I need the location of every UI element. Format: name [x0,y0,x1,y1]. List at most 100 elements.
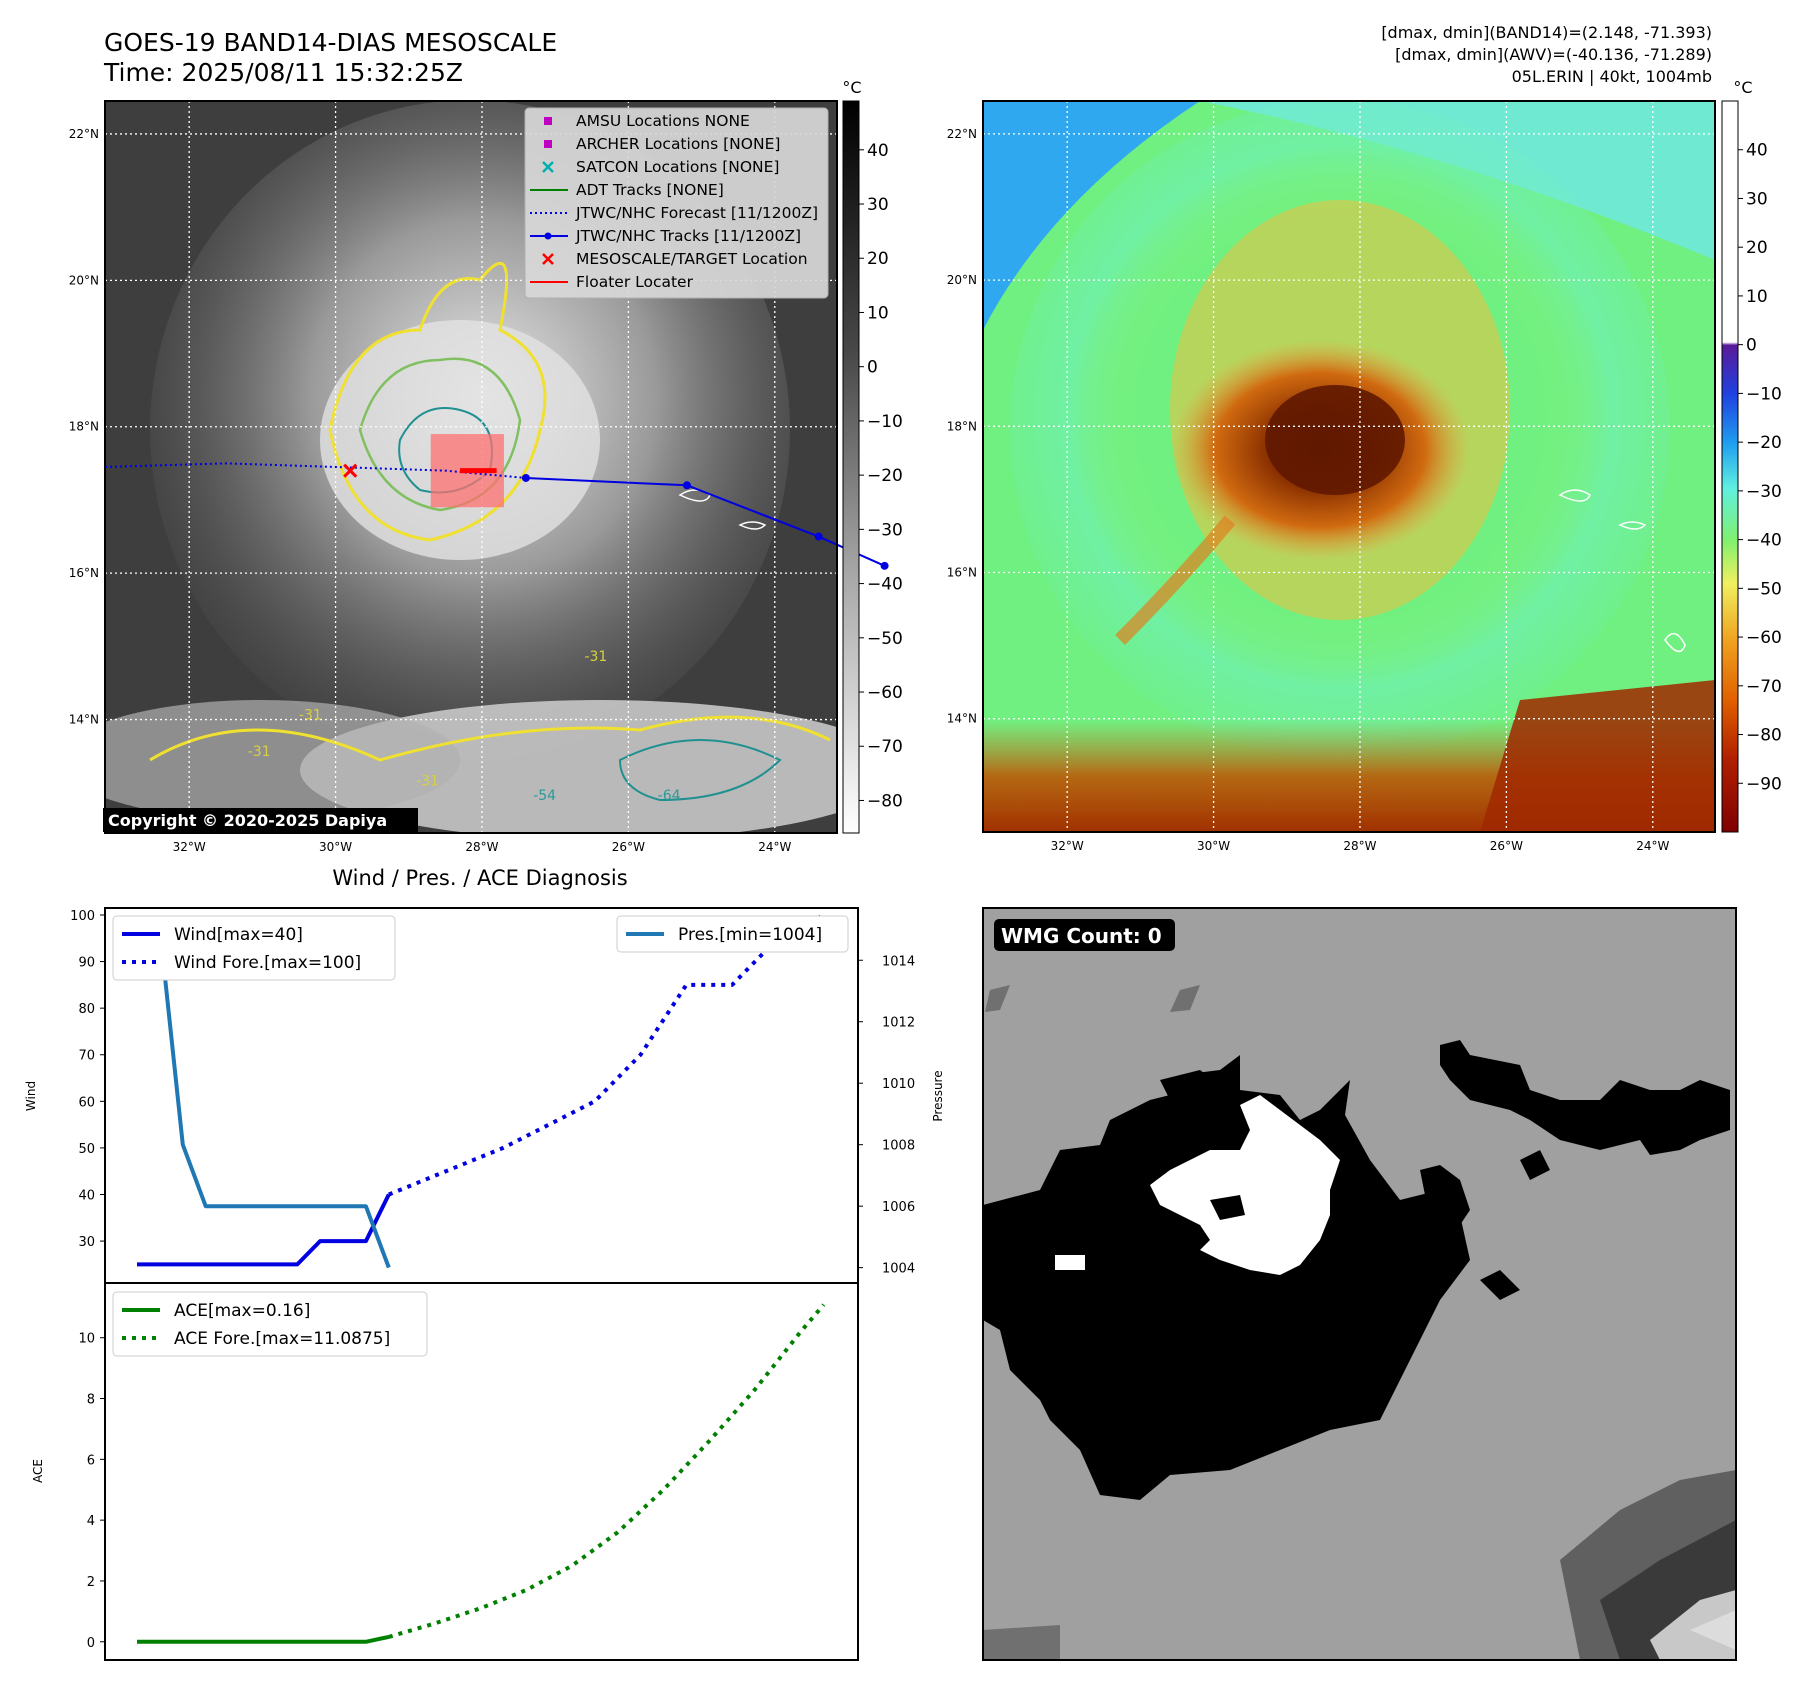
awv-gridlines [983,101,1715,832]
colorbar-tick-label: 0 [867,358,878,378]
legend-label: Floater Locater [576,273,694,291]
ace-legend: ACE[max=0.16] ACE Fore.[max=11.0875] [112,1291,428,1357]
stats-awv: [dmax, dmin](AWV)=(-40.136, -71.289) [1395,45,1712,64]
ir-lon-label: 32°W [173,840,206,854]
awv-lon-label: 28°W [1343,839,1376,853]
wmg-count-text: WMG Count: 0 [1001,924,1162,948]
series-line [388,1303,826,1639]
wind-yticks: 30 40 50 60 70 80 90 100 [70,909,105,1250]
ytick-label: 8 [87,1393,95,1408]
wind-pres-series [137,913,825,1269]
ytick-label: 4 [87,1514,95,1529]
awv-lat-label: 16°N [947,565,977,579]
ytick-label: 1004 [882,1262,915,1277]
colorbar-tick-label: −90 [1746,774,1782,794]
contour-label: -31 [299,708,322,724]
copyright-text: Copyright © 2020-2025 Dapiya [108,811,387,830]
legend-label: JTWC/NHC Tracks [11/1200Z] [575,227,801,245]
ytick-label: 1010 [882,1077,915,1092]
wind-axis-label: Wind [24,1081,38,1111]
band14-colorbar-ticks: 40 30 20 10 0 −10 −20 −30 −40 −50 −60 −70 −80 [859,141,903,811]
awv-colorbar [1721,100,1739,833]
awv-map-panel [983,101,1715,832]
colorbar-tick-label: 20 [1746,238,1768,258]
forecast-track [104,462,526,479]
ytick-label: 10 [78,1332,95,1347]
band14-colorbar-unit: °C [842,78,861,97]
colorbar-tick-label: 40 [1746,141,1768,161]
awv-lon-label: 24°W [1636,839,1669,853]
legend-label: ADT Tracks [NONE] [576,181,724,199]
legend-label: ACE Fore.[max=11.0875] [174,1329,390,1349]
ir-lat-label: 14°N [69,713,99,727]
awv-lat-label: 14°N [947,712,977,726]
band14-colorbar [842,100,860,834]
legend-symbol [544,232,552,240]
ace-yticks: 0 2 4 6 8 10 [78,1332,105,1651]
colorbar-tick-label: −20 [867,466,903,486]
awv-lat-label: 20°N [947,273,977,287]
legend-label: AMSU Locations NONE [576,112,750,130]
contour-label: -31 [584,649,607,665]
pres-yticks: 1004 1006 1008 1010 1012 1014 [858,954,915,1277]
copyright-box [103,808,418,832]
ir-lat-label: 16°N [69,566,99,580]
stats-band14: [dmax, dmin](BAND14)=(2.148, -71.393) [1381,23,1712,42]
colorbar-tick-label: −50 [867,629,903,649]
storm-info: 05L.ERIN | 40kt, 1004mb [1512,67,1712,86]
colorbar-tick-label: 30 [867,195,889,215]
wind-legend: Wind[max=40] Wind Fore.[max=100] [112,915,396,981]
figure-time: Time: 2025/08/11 15:32:25Z [103,58,463,87]
colorbar-tick-label: −80 [1746,726,1782,746]
colorbar-tick-label: −70 [867,737,903,757]
colorbar-tick-label: −10 [1746,384,1782,404]
colorbar-tick-label: 10 [867,303,889,323]
ace-axis-label: ACE [31,1459,45,1483]
colorbar-tick-label: −50 [1746,579,1782,599]
colorbar-tick-label: −40 [867,575,903,595]
figure-title: GOES-19 BAND14-DIAS MESOSCALE [104,28,557,57]
legend-symbol [544,140,552,148]
awv-colorbar-ticks: 40 30 20 10 0 −10 −20 −30 −40 −50 −60 −70 −80 −90 [1738,141,1782,794]
series-line [137,927,391,1269]
colorbar-tick-label: −30 [867,520,903,540]
legend-symbol [542,161,554,173]
contour-label: -31 [248,744,271,760]
legend-label: Pres.[min=1004] [678,925,822,945]
ytick-label: 1014 [882,954,915,969]
awv-lat-labels: 22°N 20°N 18°N 16°N 14°N [947,127,977,726]
colorbar-tick-label: −10 [867,412,903,432]
legend-label: MESOSCALE/TARGET Location [576,250,808,268]
wmg-frame [982,907,1737,1661]
ir-lat-label: 22°N [69,127,99,141]
legend-symbol [542,253,554,265]
ytick-label: 1012 [882,1016,915,1031]
legend-symbol [544,117,552,125]
ytick-label: 30 [78,1235,95,1250]
colorbar-tick-label: 20 [867,249,889,269]
colorbar-tick-label: 40 [867,141,889,161]
colorbar-tick-label: −20 [1746,433,1782,453]
ytick-label: 100 [70,909,95,924]
ytick-label: 50 [78,1142,95,1157]
track-point [814,532,823,541]
colorbar-tick-label: 30 [1746,189,1768,209]
awv-lon-labels: 32°W 30°W 28°W 26°W 24°W [1051,839,1670,853]
awv-lat-label: 22°N [947,127,977,141]
ir-lat-label: 18°N [69,420,99,434]
series-line [137,1193,391,1267]
ace-series [137,1303,826,1644]
colorbar-tick-label: 0 [1746,336,1757,356]
colorbar-tick-label: −60 [1746,628,1782,648]
ir-lon-label: 24°W [758,840,791,854]
colorbar-tick-label: 10 [1746,287,1768,307]
pressure-axis-label: Pressure [931,1070,945,1121]
ytick-label: 60 [78,1095,95,1110]
ytick-label: 6 [87,1453,95,1468]
map-legend: AMSU Locations NONE ARCHER Locations [NON… [524,107,829,299]
colorbar-tick-label: −70 [1746,677,1782,697]
wmg-count-badge [994,919,1175,951]
track-point [682,481,691,490]
contour-label: -31 [416,773,439,789]
